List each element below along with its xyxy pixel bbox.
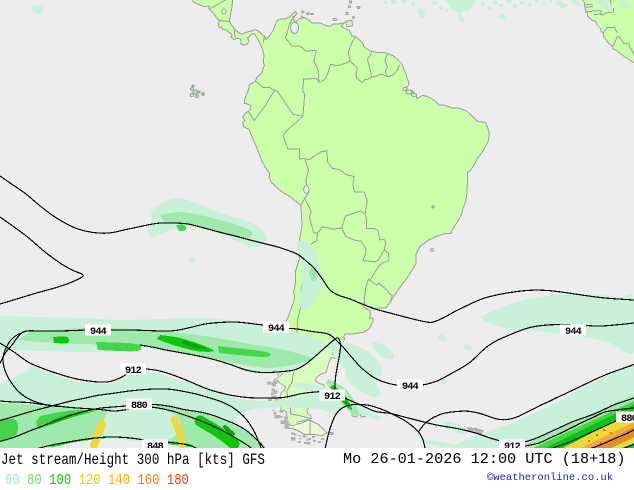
svg-text:912: 912 [324, 392, 341, 403]
svg-text:880: 880 [621, 414, 634, 425]
svg-text:912: 912 [504, 442, 521, 453]
svg-text:880: 880 [131, 401, 148, 412]
svg-text:944: 944 [402, 382, 419, 393]
svg-text:912: 912 [125, 366, 142, 377]
svg-text:848: 848 [147, 442, 164, 453]
svg-text:944: 944 [90, 327, 107, 338]
svg-text:944: 944 [268, 324, 285, 335]
svg-text:944: 944 [565, 327, 582, 338]
